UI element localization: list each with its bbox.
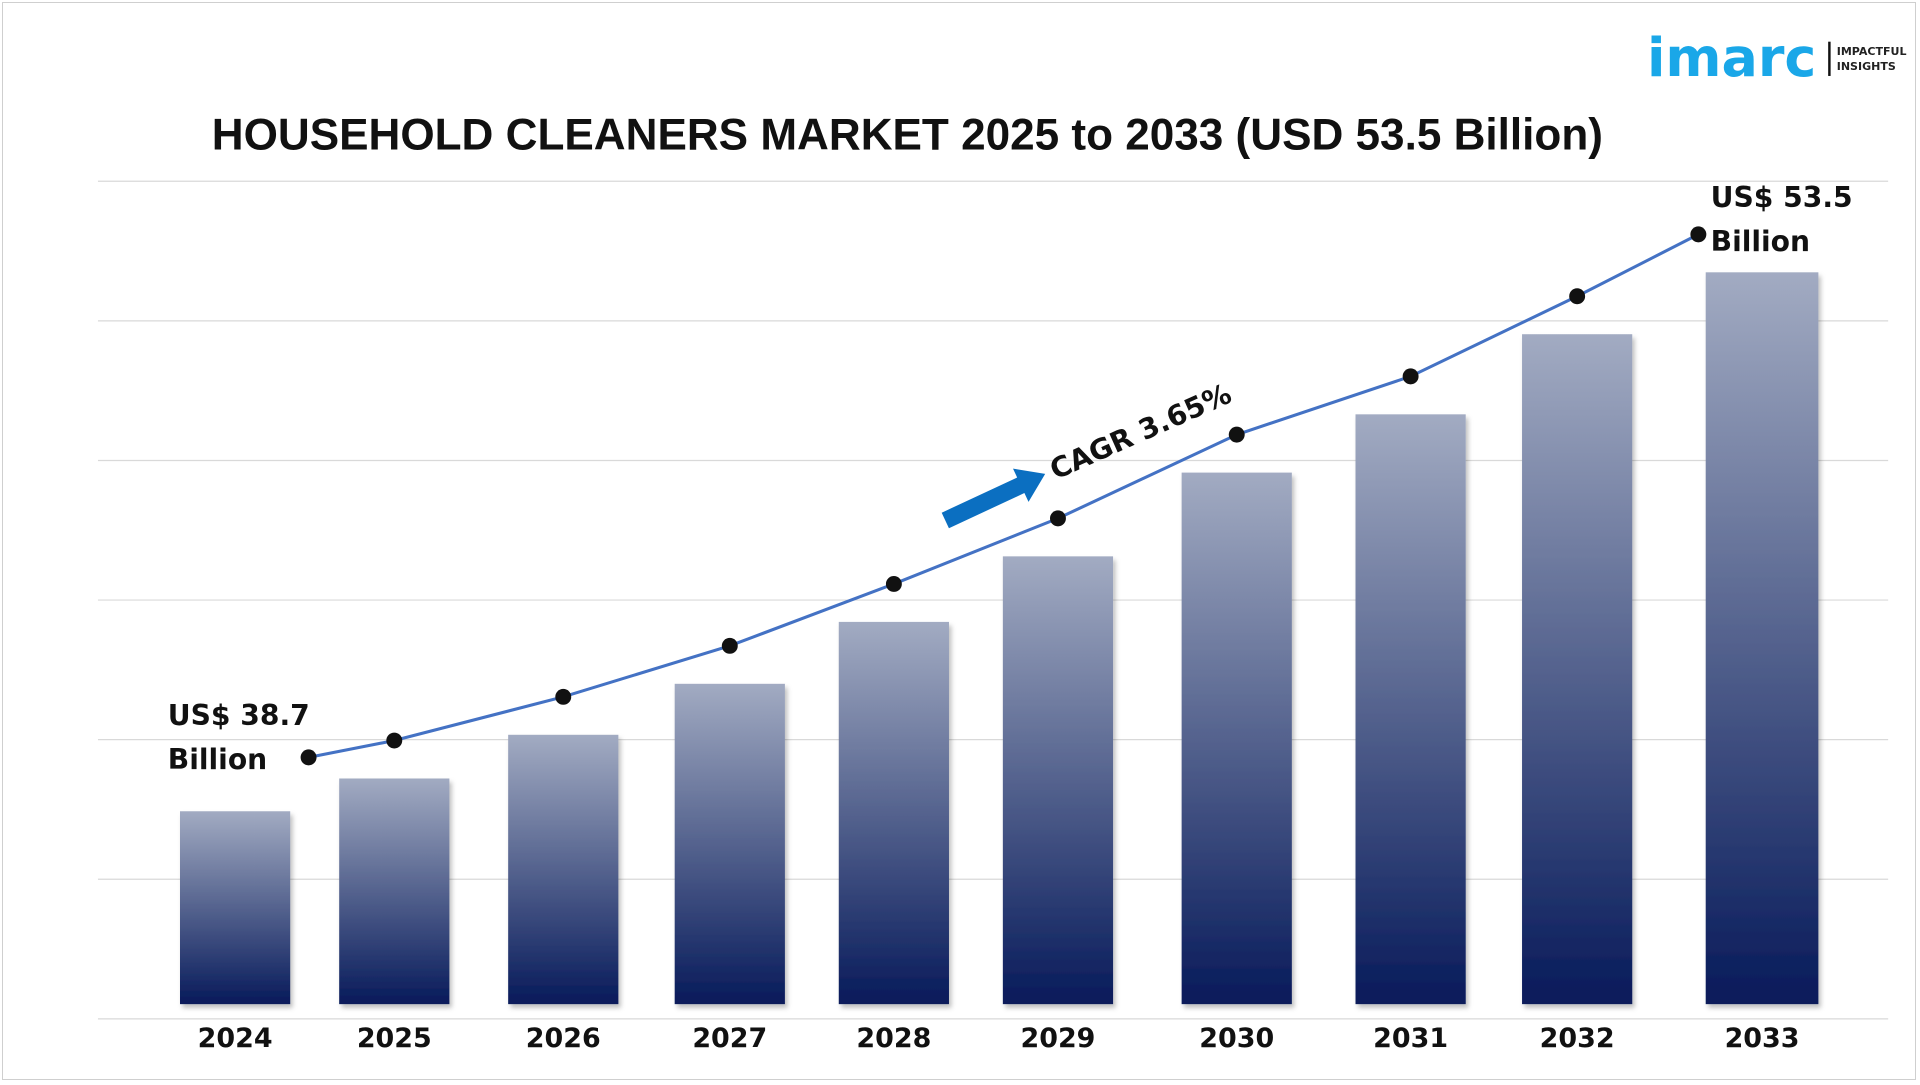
chart-title: HOUSEHOLD CLEANERS MARKET 2025 to 2033 (…: [212, 110, 1603, 159]
x-tick-label: 2025: [357, 1023, 432, 1054]
logo-divider: [1828, 41, 1831, 76]
x-tick-label: 2028: [856, 1023, 931, 1054]
start-unit-label: Billion: [168, 743, 267, 776]
bar-2025: [339, 778, 450, 1005]
logo-tagline-1: IMPACTFUL: [1837, 45, 1907, 58]
end-value-label: US$ 53.5: [1711, 181, 1853, 214]
imarc-logo: imarc IMPACTFUL INSIGHTS: [1647, 26, 1907, 89]
x-tick-label: 2031: [1373, 1023, 1448, 1054]
end-annotation: US$ 53.5 Billion: [1711, 181, 1853, 258]
bar-2026: [508, 734, 619, 1005]
bars: [180, 272, 1819, 1005]
trend-point-2025: [386, 732, 403, 749]
trend-point-2033: [1690, 226, 1707, 243]
bar-2032: [1522, 334, 1633, 1005]
trend-point-2029: [1050, 510, 1066, 527]
trend-point-2032: [1569, 288, 1586, 305]
bar-2028: [838, 621, 949, 1005]
trend-line: [300, 226, 1707, 766]
bar-2030: [1181, 472, 1292, 1005]
start-value-label: US$ 38.7: [168, 699, 310, 732]
trend-point-2030: [1228, 426, 1245, 443]
x-tick-label: 2029: [1020, 1023, 1095, 1054]
bar-2024: [180, 811, 291, 1005]
bar-2027: [674, 683, 785, 1005]
bar-2031: [1355, 414, 1466, 1005]
trend-point-2031: [1402, 368, 1419, 385]
logo-brand: imarc: [1647, 26, 1816, 89]
bar-2033: [1705, 272, 1819, 1005]
x-tick-label: 2030: [1199, 1023, 1274, 1054]
start-annotation: US$ 38.7 Billion: [168, 699, 310, 776]
trend-point-2024: [300, 749, 317, 766]
cagr-label: CAGR 3.65%: [1045, 377, 1236, 486]
logo-tagline-2: INSIGHTS: [1837, 60, 1896, 73]
cagr-arrow-icon: [941, 468, 1046, 529]
trend-polyline: [308, 232, 1700, 759]
x-tick-label: 2033: [1725, 1023, 1800, 1054]
x-tick-label: 2027: [692, 1023, 767, 1054]
x-tick-label: 2032: [1540, 1023, 1615, 1054]
trend-point-2028: [885, 575, 902, 592]
x-tick-label: 2026: [526, 1023, 601, 1054]
end-unit-label: Billion: [1711, 225, 1810, 258]
x-tick-label: 2024: [198, 1023, 273, 1054]
bar-2029: [1002, 556, 1114, 1005]
x-axis-labels: 2024 2025 2026 2027 2028 2029 2030 2031 2032 2033: [198, 1023, 1800, 1054]
trend-point-2027: [721, 637, 738, 654]
trend-point-2026: [555, 688, 572, 705]
